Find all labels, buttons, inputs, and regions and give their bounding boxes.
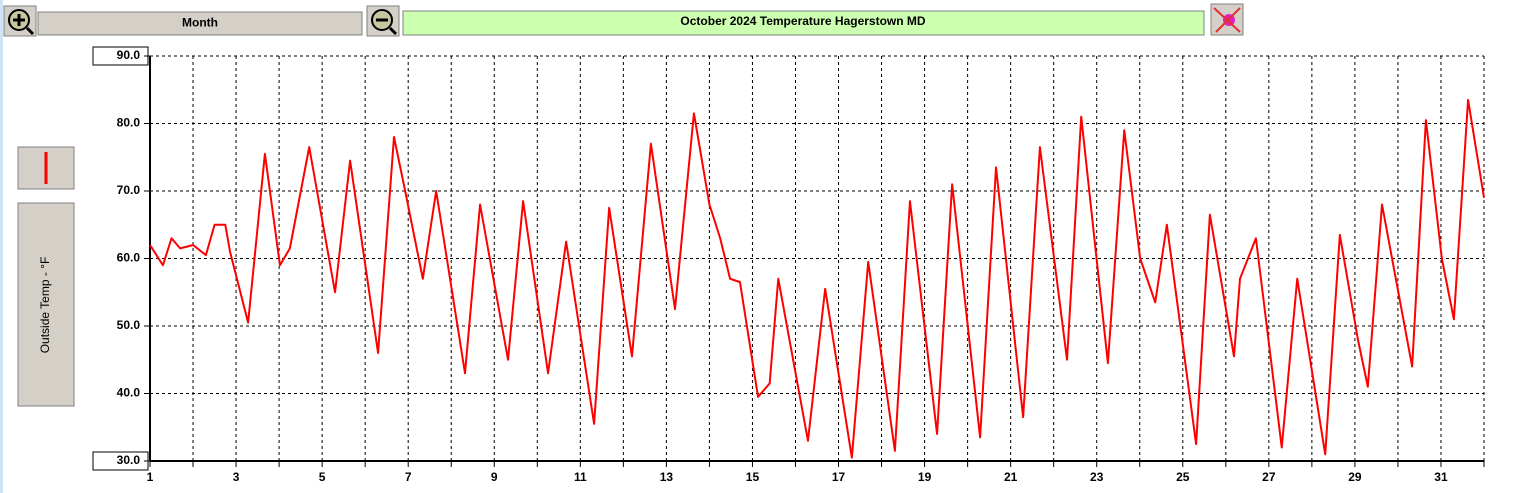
range-field[interactable] xyxy=(37,11,363,36)
x-tick-label: 11 xyxy=(574,470,587,484)
y-tick-label: 90.0 xyxy=(117,48,141,62)
zoom-out-button[interactable] xyxy=(366,5,400,37)
x-tick-label: 19 xyxy=(918,470,932,484)
y-tick-label: 80.0 xyxy=(117,116,141,130)
y-tick-label: 70.0 xyxy=(117,183,141,197)
x-tick-label: 15 xyxy=(746,470,760,484)
x-tick-label: 17 xyxy=(832,470,846,484)
x-tick-label: 9 xyxy=(491,470,498,484)
title-field xyxy=(402,10,1205,36)
x-tick-label: 13 xyxy=(660,470,674,484)
x-tick-label: 7 xyxy=(405,470,412,484)
window-edge xyxy=(0,0,3,493)
x-tick-label: 21 xyxy=(1004,470,1018,484)
x-tick-label: 3 xyxy=(233,470,240,484)
x-tick-label: 29 xyxy=(1348,470,1362,484)
x-tick-label: 23 xyxy=(1090,470,1104,484)
zoom-in-button[interactable] xyxy=(3,5,37,37)
temperature-line xyxy=(149,98,1485,459)
range-label: Month xyxy=(182,16,218,30)
y-tick-label: 50.0 xyxy=(117,318,141,332)
y-axis-label: Outside Temp - °F xyxy=(38,257,52,354)
chart-title: October 2024 Temperature Hagerstown MD xyxy=(680,14,926,28)
x-tick-label: 27 xyxy=(1262,470,1276,484)
y-tick-label: 30.0 xyxy=(117,453,141,467)
series-button[interactable] xyxy=(17,202,75,407)
x-tick-label: 5 xyxy=(319,470,326,484)
y-tick-label: 60.0 xyxy=(117,251,141,265)
paint-button[interactable] xyxy=(1210,3,1244,36)
y-tick-label: 40.0 xyxy=(117,386,141,400)
x-tick-label: 1 xyxy=(147,470,154,484)
x-tick-label: 25 xyxy=(1176,470,1190,484)
x-tick-label: 31 xyxy=(1434,470,1448,484)
